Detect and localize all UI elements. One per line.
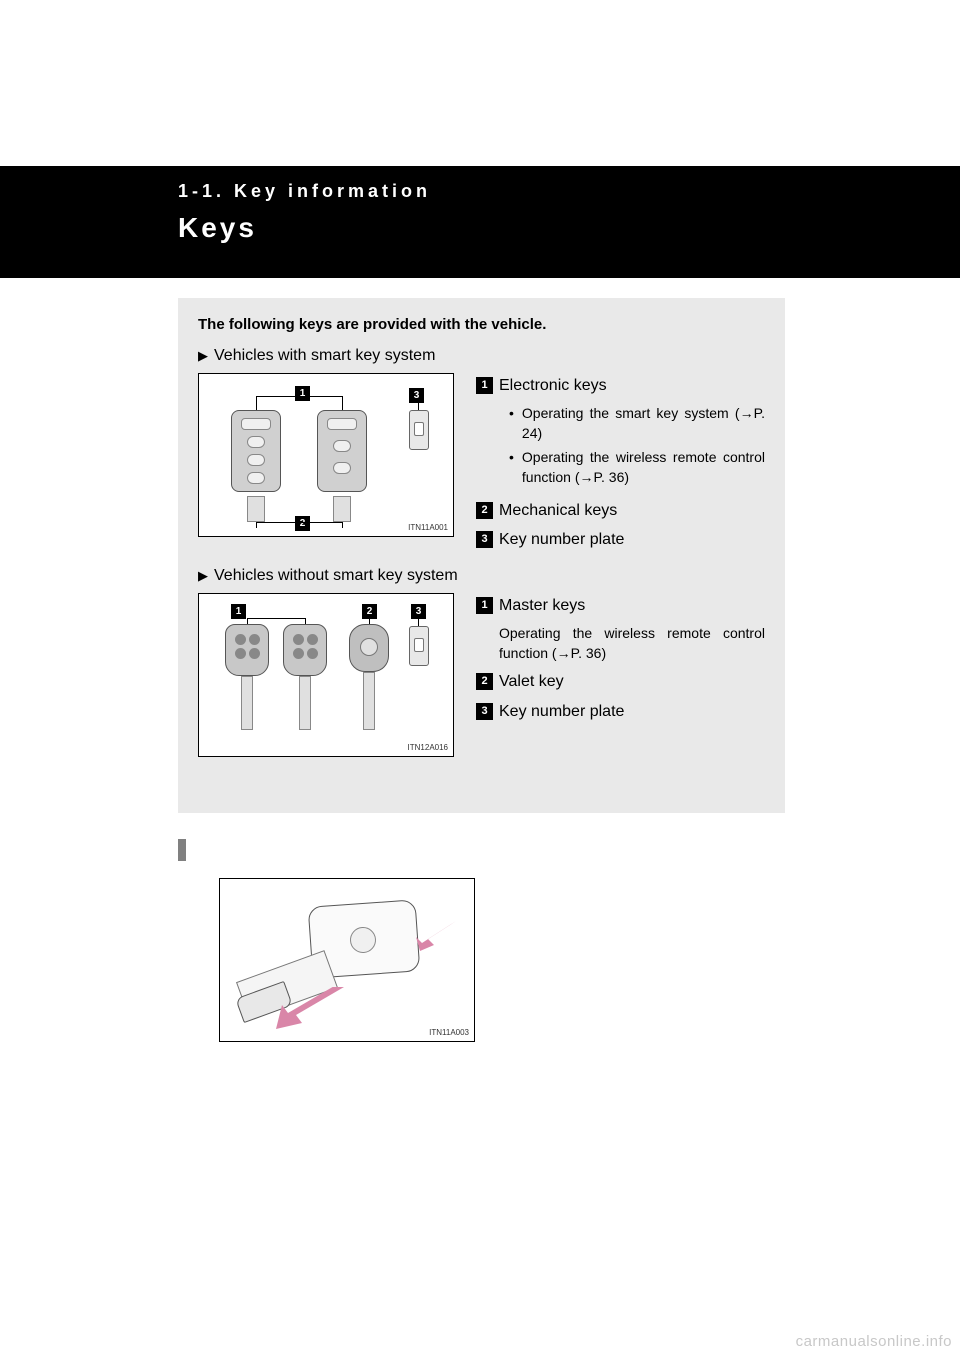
legend-num-badge: 2: [476, 673, 493, 690]
watermark-text: carmanualsonline.info: [796, 1333, 952, 1350]
figure-code-3: ITN11A003: [429, 1028, 469, 1037]
callout-badge-2: 2: [295, 516, 310, 531]
group1-header-row: ▶ Vehicles with smart key system: [198, 347, 765, 365]
page: 1-1. Key information Keys The following …: [0, 0, 960, 1358]
legend-bullet: Operating the wireless remote control fu…: [522, 447, 765, 488]
legend-num-badge: 1: [476, 597, 493, 614]
group1-content: 1 3 2 ITN11A001 1 Electroni: [198, 373, 765, 559]
legend-title: Electronic keys: [499, 377, 607, 394]
figure-code-1: ITN11A001: [408, 523, 448, 532]
arrow-slide-icon: [276, 987, 344, 1029]
callout-badge-1: 1: [295, 386, 310, 401]
triangle-right-icon: ▶: [198, 568, 208, 584]
legend-title: Key number plate: [499, 703, 624, 720]
legend-num-badge: 3: [476, 703, 493, 720]
callout-badge-3: 3: [411, 604, 426, 619]
group1-legend: 1 Electronic keys Operating the smart ke…: [476, 373, 765, 559]
callout-badge-1: 1: [231, 604, 246, 619]
section-header-band: 1-1. Key information Keys: [0, 166, 960, 278]
figure-regular-keys: 1 2 3 ITN12A016: [198, 593, 454, 757]
legend-item: 2 Valet key: [476, 671, 765, 693]
legend-title: Key number plate: [499, 531, 624, 548]
legend-item: 1 Electronic keys Operating the smart ke…: [476, 375, 765, 492]
legend-num-badge: 2: [476, 502, 493, 519]
triangle-right-icon: ▶: [198, 348, 208, 364]
figure-mechanical-key-removal: ITN11A003: [219, 878, 475, 1042]
legend-num-badge: 3: [476, 531, 493, 548]
keys-panel: The following keys are provided with the…: [178, 298, 785, 813]
legend-title: Mechanical keys: [499, 502, 617, 519]
callout-badge-3: 3: [409, 388, 424, 403]
group2-content: 1 2 3 ITN12A016 1 Master keys Operating …: [198, 593, 765, 757]
section-title: Keys: [178, 212, 960, 244]
figure-smart-keys: 1 3 2 ITN11A001: [198, 373, 454, 537]
group2-header-row: ▶ Vehicles without smart key system: [198, 567, 765, 585]
legend-bullet: Operating the smart key system (→P. 24): [522, 403, 765, 444]
legend-item: 3 Key number plate: [476, 529, 765, 551]
group2-legend: 1 Master keys Operating the wireless rem…: [476, 593, 765, 730]
legend-bullets: Operating the smart key system (→P. 24) …: [499, 403, 765, 488]
callout-badge-2: 2: [362, 604, 377, 619]
legend-item: 1 Master keys Operating the wireless rem…: [476, 595, 765, 663]
legend-title: Master keys: [499, 597, 585, 614]
legend-item: 2 Mechanical keys: [476, 500, 765, 522]
section-number: 1-1. Key information: [178, 181, 960, 202]
legend-item: 3 Key number plate: [476, 701, 765, 723]
figure-code-2: ITN12A016: [408, 743, 448, 752]
legend-title: Valet key: [499, 673, 564, 690]
section-tick-marker: [178, 839, 186, 861]
legend-num-badge: 1: [476, 377, 493, 394]
panel-heading: The following keys are provided with the…: [198, 316, 765, 333]
legend-desc: Operating the wireless remote control fu…: [499, 623, 765, 664]
group1-label: Vehicles with smart key system: [214, 347, 435, 365]
group2-label: Vehicles without smart key system: [214, 567, 458, 585]
arrow-press-icon: [416, 921, 456, 951]
